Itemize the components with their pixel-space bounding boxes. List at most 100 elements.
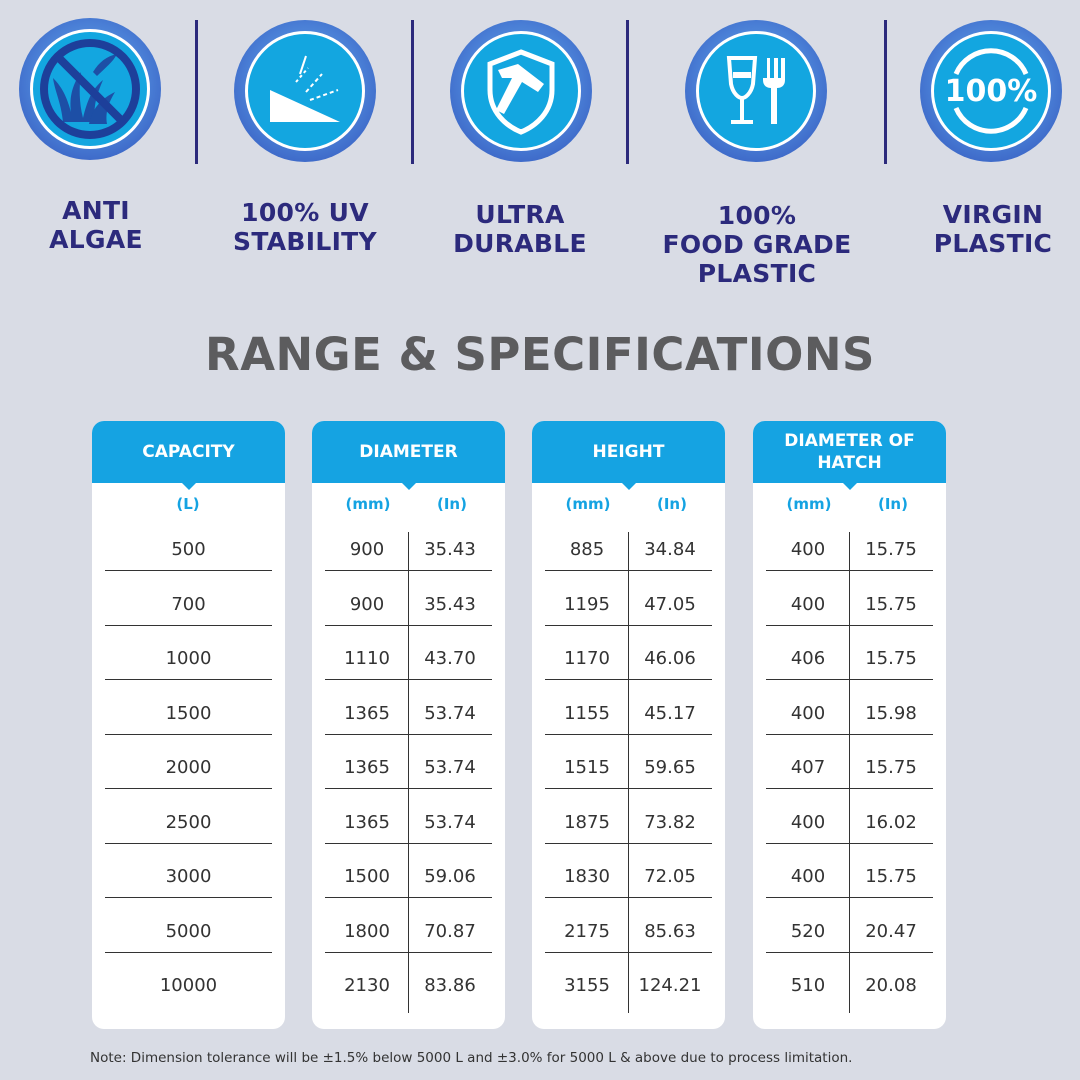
- unit-mm-label: (mm): [786, 495, 832, 513]
- label-line: 100% UV: [241, 198, 369, 227]
- height-in-value: 85.63: [644, 920, 696, 942]
- height-mm-value: 2175: [564, 920, 610, 942]
- height-in-value: 46.06: [644, 648, 696, 669]
- unit-in-label: (In): [878, 495, 908, 513]
- label-line: FOOD GRADE: [662, 230, 852, 259]
- row-separator: [545, 733, 712, 735]
- row-separator: [325, 897, 492, 898]
- unit-mm-label: (mm): [565, 495, 611, 513]
- diameter-mm-value: 1110: [344, 648, 390, 669]
- height-header: HEIGHT: [532, 421, 725, 490]
- hatch-mm-value: 407: [790, 757, 826, 778]
- diameter-header: DIAMETER: [312, 421, 505, 490]
- feature-label-durable: ULTRA DURABLE: [440, 200, 600, 258]
- hatch-header: DIAMETER OF HATCH: [753, 421, 946, 490]
- capacity-header: CAPACITY: [92, 421, 285, 490]
- unit-in-label: (In): [657, 495, 687, 513]
- capacity-value: 2500: [165, 811, 212, 833]
- feature-label-food-grade: 100% FOOD GRADE PLASTIC: [652, 201, 862, 288]
- row-separator: [325, 788, 492, 789]
- height-in-value: 73.82: [644, 811, 696, 833]
- row-separator: [766, 788, 933, 789]
- row-separator: [766, 624, 933, 626]
- header-notch: [842, 482, 858, 490]
- unit-in-label: (In): [437, 495, 467, 513]
- header-line: DIAMETER OF: [784, 431, 915, 451]
- height-mm-value: 1195: [564, 593, 610, 615]
- anti-algae-badge: [19, 18, 161, 160]
- row-separator: [325, 570, 492, 571]
- row-separator: [766, 679, 933, 680]
- diameter-in-value: 53.74: [424, 702, 476, 724]
- height-card: HEIGHT (mm) (In) 885 34.84 1195 47.05 1170 46.0…: [532, 421, 725, 1029]
- label-line: ANTI: [62, 196, 130, 225]
- hatch-mm-value: 520: [790, 920, 826, 942]
- hatch-mm-value: 400: [790, 811, 826, 833]
- virgin-plastic-badge: 100%: [920, 20, 1062, 162]
- diameter-mm-value: 1365: [344, 811, 390, 833]
- diameter-in-value: 53.74: [424, 811, 476, 833]
- divider-4: [884, 20, 887, 164]
- row-separator: [766, 570, 933, 571]
- label-line: STABILITY: [233, 227, 377, 256]
- hatch-in-value: 15.75: [865, 757, 917, 778]
- height-mm-value: 1830: [564, 866, 610, 887]
- feature-label-uv: 100% UV STABILITY: [222, 198, 388, 256]
- height-in-value: 47.05: [644, 593, 696, 615]
- label-line: DURABLE: [453, 229, 587, 258]
- capacity-value: 1000: [165, 648, 212, 669]
- feature-label-virgin: VIRGIN PLASTIC: [918, 200, 1068, 258]
- tolerance-note: Note: Dimension tolerance will be ±1.5% …: [90, 1050, 853, 1066]
- header-label: CAPACITY: [142, 442, 235, 462]
- header-notch: [401, 482, 417, 490]
- diameter-in-value: 70.87: [424, 920, 476, 942]
- row-separator: [545, 679, 712, 680]
- height-mm-value: 3155: [564, 975, 610, 996]
- header-label: DIAMETER: [359, 442, 458, 462]
- diameter-in-value: 53.74: [424, 757, 476, 778]
- diameter-mm-value: 1365: [344, 702, 390, 724]
- height-mm-value: 1155: [564, 702, 610, 724]
- capacity-value: 10000: [159, 975, 218, 996]
- label-line: ULTRA: [475, 200, 565, 229]
- hatch-mm-value: 400: [790, 866, 826, 887]
- page-title: RANGE & SPECIFICATIONS: [205, 328, 875, 381]
- row-separator: [766, 733, 933, 735]
- row-separator: [325, 733, 492, 735]
- row-separator: [325, 842, 492, 844]
- row-separator: [325, 951, 492, 953]
- diameter-mm-value: 1800: [344, 920, 390, 942]
- hatch-in-value: 16.02: [865, 811, 917, 833]
- row-separator: [545, 570, 712, 571]
- hatch-mm-value: 510: [790, 975, 826, 996]
- hatch-in-value: 20.47: [865, 920, 917, 942]
- diameter-in-value: 35.43: [424, 593, 476, 615]
- header-label: DIAMETER OF HATCH: [784, 430, 914, 474]
- hatch-in-value: 15.98: [865, 702, 917, 724]
- row-separator: [545, 624, 712, 626]
- glass-fork-icon: [726, 56, 785, 124]
- divider-2: [411, 20, 414, 164]
- diameter-mm-value: 1500: [344, 866, 390, 887]
- header-notch: [621, 482, 637, 490]
- row-separator: [766, 897, 933, 898]
- hatch-in-value: 20.08: [865, 975, 917, 996]
- ultra-durable-badge: [450, 20, 592, 162]
- no-algae-icon: [40, 39, 140, 139]
- height-in-value: 124.21: [638, 975, 702, 996]
- height-mm-value: 1515: [564, 757, 610, 778]
- header-line: HATCH: [817, 453, 882, 473]
- capacity-value: 700: [171, 593, 206, 615]
- hundred-percent-icon: 100%: [945, 48, 1037, 134]
- diameter-mm-value: 1365: [344, 757, 390, 778]
- capacity-value: 2000: [165, 757, 212, 778]
- row-separator: [545, 951, 712, 953]
- hatch-in-value: 15.75: [865, 648, 917, 669]
- diameter-mm-value: 900: [349, 539, 385, 560]
- unit-mm-label: (mm): [345, 495, 391, 513]
- row-separator: [105, 570, 272, 571]
- row-separator: [545, 842, 712, 844]
- unit-label: (L): [176, 495, 200, 513]
- capacity-value: 1500: [165, 702, 212, 724]
- column-divider: [408, 532, 409, 1013]
